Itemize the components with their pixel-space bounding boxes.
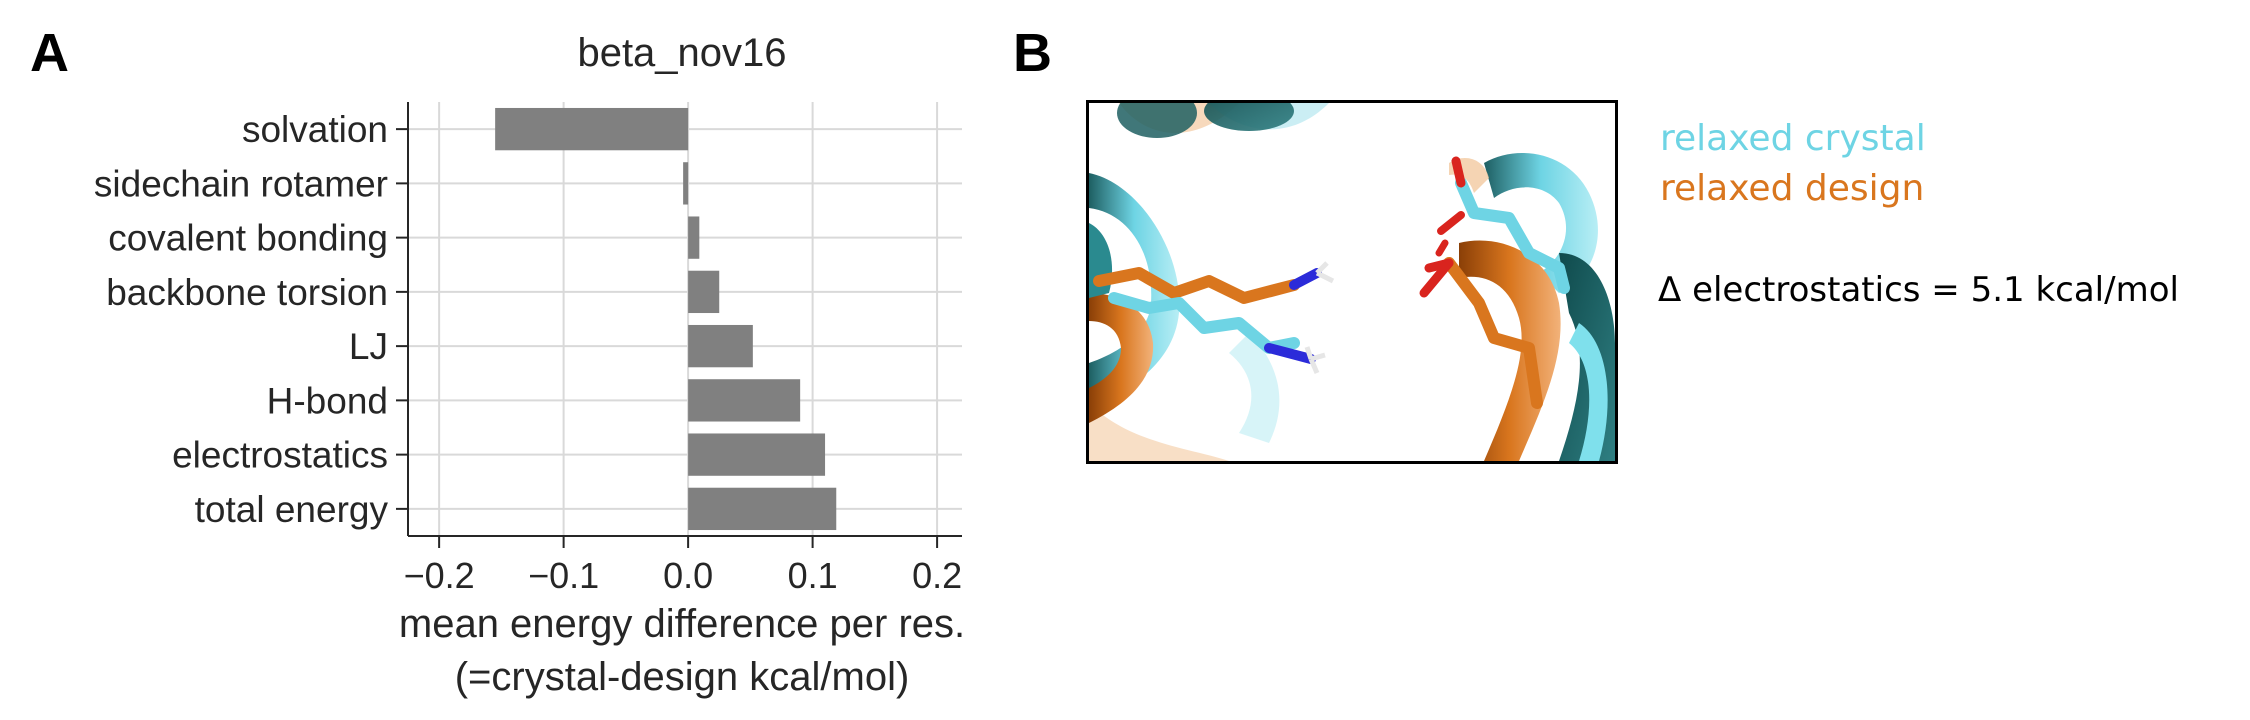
y-tick-label: H-bond [267,380,388,421]
legend-relaxed-crystal: relaxed crystal [1660,118,1926,159]
panel-label-b: B [1013,23,1052,83]
y-tick-label: solvation [242,109,388,150]
bar-sidechain-rotamer [683,162,689,205]
y-tick-label: covalent bonding [108,218,388,259]
x-tick-label: −0.2 [404,555,475,596]
protein-structure-render [1086,100,1618,464]
y-tick-label: LJ [349,326,388,367]
bar-solvation [495,107,689,151]
bar-lj [688,324,753,368]
x-tick-label: −0.1 [528,555,599,596]
chart-bars [495,107,837,531]
y-tick-label: sidechain rotamer [94,163,388,204]
x-tick-label: 0.1 [788,555,838,596]
chart-axes [407,102,962,537]
bar-total-energy [688,487,837,531]
bar-chart: −0.2 −0.1 0.0 0.1 0.2 solvation sidechain rota… [94,31,965,699]
protein-structure-image [1089,103,1615,461]
x-axis-label-line2: (=crystal-design kcal/mol) [455,655,910,699]
electrostatics-annotation: Δ electrostatics = 5.1 kcal/mol [1658,270,2179,310]
y-tick-label: electrostatics [172,435,388,476]
x-tick-label: 0.2 [912,555,962,596]
bar-covalent-bonding [688,216,700,259]
x-tick-label: 0.0 [663,555,713,596]
panel-label-a: A [30,23,69,83]
bar-h-bond [688,379,801,422]
bar-electrostatics [688,433,826,476]
bar-backbone-torsion [688,270,720,314]
chart-title: beta_nov16 [577,31,786,75]
legend-relaxed-design: relaxed design [1660,168,1925,209]
y-tick-label: total energy [195,489,389,530]
x-axis-label-line1: mean energy difference per res. [399,602,965,646]
y-tick-label: backbone torsion [106,272,388,313]
chart-labels: −0.2 −0.1 0.0 0.1 0.2 solvation sidechain rota… [94,109,962,596]
